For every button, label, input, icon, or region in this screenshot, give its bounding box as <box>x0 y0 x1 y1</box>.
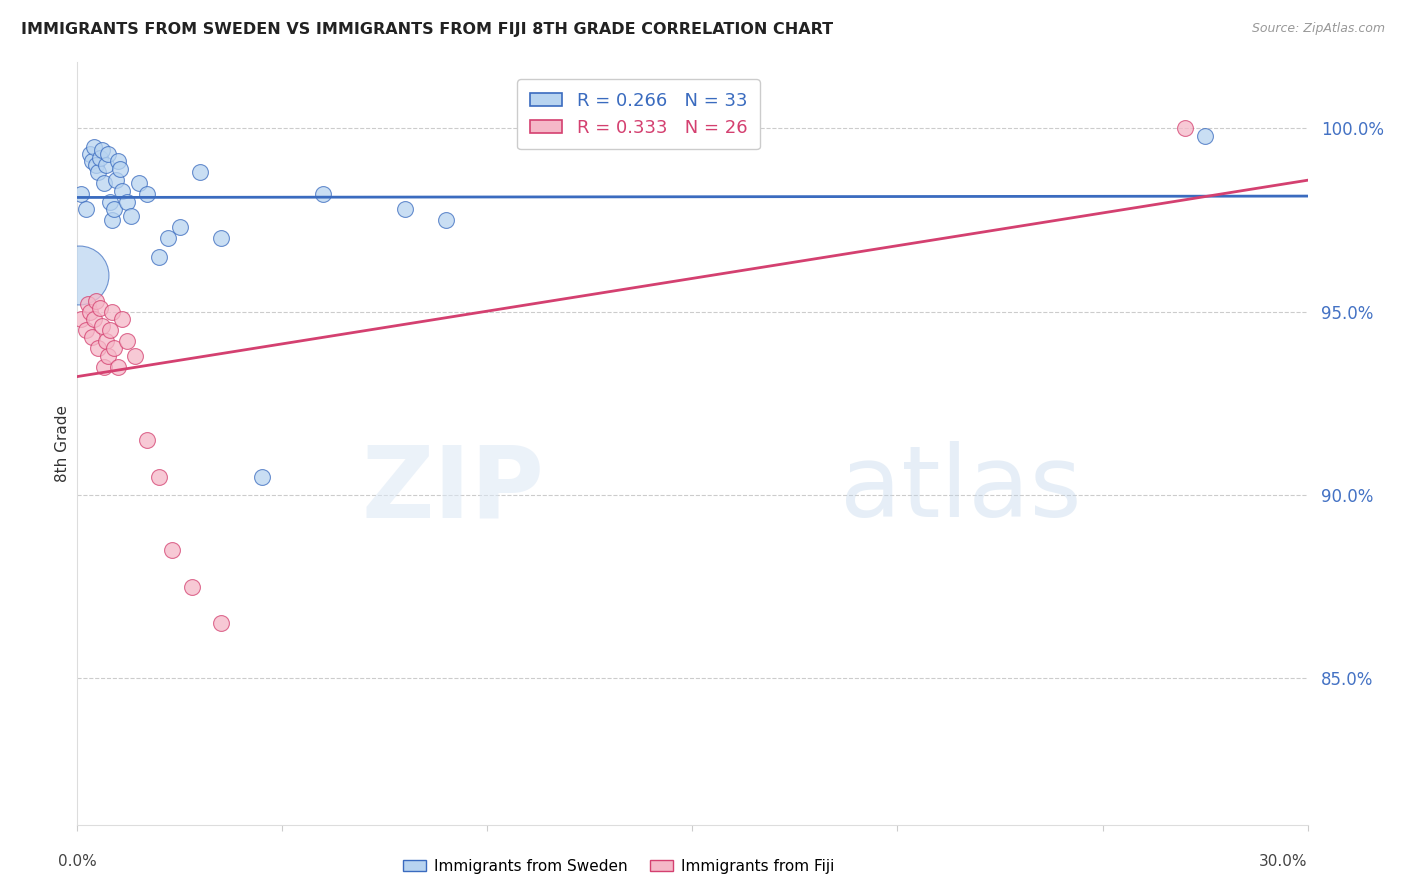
Text: 30.0%: 30.0% <box>1260 855 1308 870</box>
Point <box>98 323 121 337</box>
Point <box>97 349 120 363</box>
Point <box>250 469 273 483</box>
Point <box>188 165 212 179</box>
Point <box>101 213 124 227</box>
Point <box>107 154 129 169</box>
Point <box>101 305 124 319</box>
Point <box>84 158 107 172</box>
Point <box>103 342 125 356</box>
Y-axis label: 8th Grade: 8th Grade <box>55 405 70 483</box>
Point <box>93 359 115 374</box>
Point <box>128 177 150 191</box>
Point <box>79 305 101 319</box>
Point <box>107 359 129 374</box>
Point <box>111 312 134 326</box>
Point <box>111 184 134 198</box>
Point <box>80 330 103 344</box>
Point <box>209 231 232 245</box>
Point <box>312 187 335 202</box>
Point <box>148 469 170 483</box>
Legend: Immigrants from Sweden, Immigrants from Fiji: Immigrants from Sweden, Immigrants from … <box>396 853 841 880</box>
Point <box>79 147 101 161</box>
Text: Source: ZipAtlas.com: Source: ZipAtlas.com <box>1251 22 1385 36</box>
Text: ZIP: ZIP <box>361 441 546 538</box>
Point <box>436 213 458 227</box>
Point <box>169 220 191 235</box>
Point <box>83 140 105 154</box>
Point <box>115 194 138 209</box>
Point <box>83 312 105 326</box>
Text: IMMIGRANTS FROM SWEDEN VS IMMIGRANTS FROM FIJI 8TH GRADE CORRELATION CHART: IMMIGRANTS FROM SWEDEN VS IMMIGRANTS FRO… <box>21 22 834 37</box>
Point <box>93 177 115 191</box>
Point <box>115 334 138 348</box>
Point <box>90 319 114 334</box>
Point <box>75 202 97 216</box>
Point <box>70 187 93 202</box>
Point <box>84 293 107 308</box>
Point <box>70 312 93 326</box>
Point <box>394 202 416 216</box>
Point <box>90 144 114 158</box>
Point <box>148 250 170 264</box>
Point <box>67 268 90 282</box>
Point <box>209 616 232 631</box>
Point <box>94 158 117 172</box>
Point <box>89 301 111 315</box>
Point <box>87 165 110 179</box>
Point <box>1194 128 1216 143</box>
Point <box>94 334 117 348</box>
Point <box>1174 121 1197 136</box>
Point <box>98 194 121 209</box>
Point <box>75 323 97 337</box>
Point <box>181 580 204 594</box>
Point <box>124 349 146 363</box>
Point <box>120 210 142 224</box>
Text: 0.0%: 0.0% <box>58 855 97 870</box>
Point <box>136 187 159 202</box>
Point <box>97 147 120 161</box>
Point <box>80 154 103 169</box>
Point <box>110 161 132 176</box>
Text: atlas: atlas <box>841 441 1081 538</box>
Point <box>160 543 183 558</box>
Point <box>89 151 111 165</box>
Point <box>76 297 98 311</box>
Point <box>103 202 125 216</box>
Point <box>87 342 110 356</box>
Point <box>136 433 159 447</box>
Point <box>156 231 179 245</box>
Legend: R = 0.266   N = 33, R = 0.333   N = 26: R = 0.266 N = 33, R = 0.333 N = 26 <box>517 79 759 149</box>
Point <box>105 173 128 187</box>
